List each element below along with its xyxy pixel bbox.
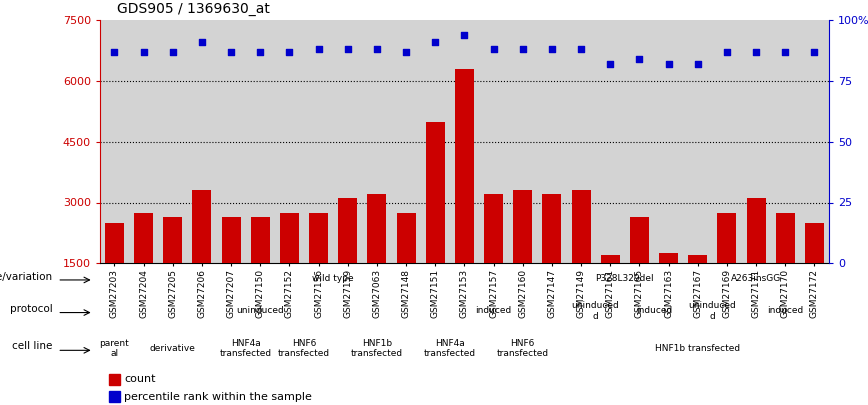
Bar: [688, 255, 707, 324]
Point: [399, 49, 413, 55]
Bar: [105, 223, 124, 324]
Text: induced: induced: [767, 306, 803, 315]
Text: count: count: [124, 375, 155, 384]
Point: [136, 49, 150, 55]
Point: [253, 49, 267, 55]
Bar: [630, 217, 649, 324]
Point: [487, 46, 501, 53]
Text: P328L329del: P328L329del: [595, 274, 654, 283]
Point: [457, 32, 471, 38]
Text: uninduced: uninduced: [236, 306, 284, 315]
Point: [749, 49, 763, 55]
Bar: [484, 194, 503, 324]
Bar: [746, 198, 766, 324]
Point: [312, 46, 326, 53]
Bar: [513, 190, 532, 324]
Point: [516, 46, 529, 53]
Text: HNF6
transfected: HNF6 transfected: [278, 339, 330, 358]
Text: percentile rank within the sample: percentile rank within the sample: [124, 392, 312, 402]
Point: [166, 49, 180, 55]
Bar: [717, 213, 736, 324]
Bar: [776, 213, 795, 324]
Point: [720, 49, 733, 55]
Bar: [108, 391, 120, 402]
Text: HNF6
transfected: HNF6 transfected: [496, 339, 549, 358]
Point: [603, 61, 617, 67]
Point: [195, 39, 209, 45]
Text: induced: induced: [476, 306, 511, 315]
Bar: [425, 122, 444, 324]
Point: [341, 46, 355, 53]
Bar: [455, 69, 474, 324]
Bar: [251, 217, 270, 324]
Point: [691, 61, 705, 67]
Bar: [367, 194, 386, 324]
Bar: [309, 213, 328, 324]
Text: HNF1b
transfected: HNF1b transfected: [351, 339, 403, 358]
Text: HNF1b transfected: HNF1b transfected: [655, 344, 740, 353]
Point: [108, 49, 122, 55]
Bar: [134, 213, 153, 324]
Bar: [108, 374, 120, 385]
Point: [282, 49, 296, 55]
Text: genotype/variation: genotype/variation: [0, 272, 53, 282]
Text: wild type: wild type: [312, 274, 354, 283]
Point: [370, 46, 384, 53]
Bar: [571, 190, 590, 324]
Point: [807, 49, 821, 55]
Point: [545, 46, 559, 53]
Bar: [659, 253, 678, 324]
Bar: [339, 198, 358, 324]
Bar: [279, 213, 299, 324]
Bar: [805, 223, 824, 324]
Point: [428, 39, 442, 45]
Text: parent
al: parent al: [100, 339, 129, 358]
Point: [574, 46, 588, 53]
Point: [633, 56, 647, 62]
Bar: [193, 190, 212, 324]
Point: [224, 49, 238, 55]
Text: cell line: cell line: [12, 341, 53, 351]
Text: HNF4a
transfected: HNF4a transfected: [424, 339, 476, 358]
Bar: [397, 213, 416, 324]
Text: GDS905 / 1369630_at: GDS905 / 1369630_at: [117, 2, 270, 16]
Text: HNF4a
transfected: HNF4a transfected: [220, 339, 272, 358]
Bar: [601, 255, 620, 324]
Text: induced: induced: [636, 306, 672, 315]
Bar: [221, 217, 240, 324]
Text: protocol: protocol: [10, 304, 53, 314]
Text: uninduced
d: uninduced d: [572, 301, 620, 320]
Point: [661, 61, 675, 67]
Text: uninduced
d: uninduced d: [688, 301, 736, 320]
Point: [779, 49, 792, 55]
Bar: [163, 217, 182, 324]
Text: A263insGG: A263insGG: [731, 274, 781, 283]
Bar: [542, 194, 562, 324]
Text: derivative: derivative: [150, 344, 195, 353]
